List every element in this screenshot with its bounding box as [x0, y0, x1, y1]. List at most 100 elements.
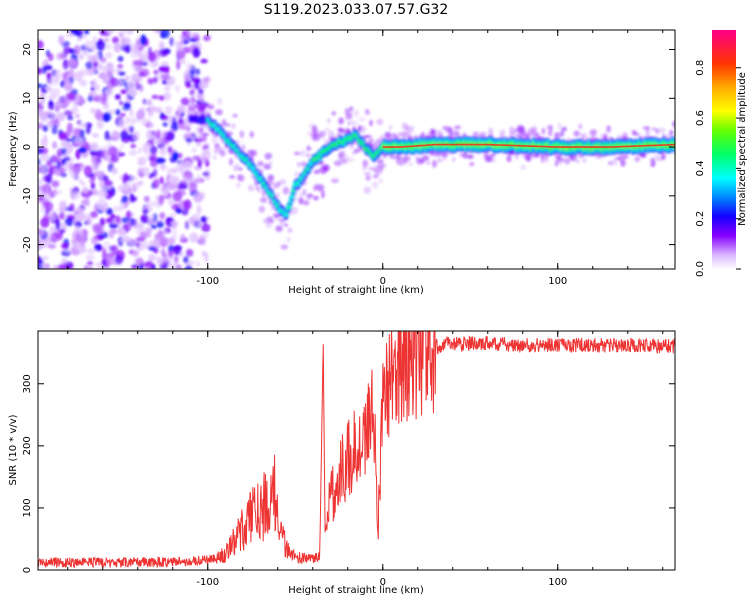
heatmap-cell: [105, 207, 114, 215]
heatmap-cell: [52, 264, 59, 269]
heatmap-cell: [362, 167, 368, 171]
heatmap-cell: [148, 214, 153, 225]
heatmap-cell: [354, 148, 359, 154]
heatmap-cell: [531, 126, 538, 132]
heatmap-cell: [101, 149, 110, 161]
heatmap-cell: [191, 77, 201, 83]
heatmap-cell: [381, 163, 387, 167]
heatmap-cell: [38, 177, 43, 187]
heatmap-cell: [140, 214, 149, 224]
heatmap-cell: [358, 117, 366, 122]
heatmap-cell: [200, 58, 208, 64]
heatmap-cell: [38, 83, 43, 89]
heatmap-cell: [642, 126, 651, 130]
heatmap-cell: [506, 154, 512, 163]
heatmap-cell: [426, 160, 430, 166]
heatmap-cell: [148, 246, 158, 251]
heatmap-cell: [97, 170, 104, 178]
heatmap-cell: [104, 130, 110, 141]
heatmap-cell: [148, 253, 155, 262]
heatmap-cell: [177, 104, 186, 114]
heatmap-cell: [229, 157, 233, 166]
heatmap-cell: [192, 155, 201, 161]
heatmap-cell: [622, 132, 628, 140]
colorbar-ticks: 0.0 0.2 0.4 0.6 0.8: [695, 60, 741, 277]
heatmap-cell: [38, 147, 44, 155]
heatmap-cell: [203, 34, 211, 42]
heatmap-cell: [121, 236, 132, 243]
heatmap-cell: [121, 195, 129, 203]
heatmap-cell: [327, 130, 335, 139]
heatmap-cell: [166, 133, 172, 139]
heatmap-cell: [158, 65, 169, 73]
heatmap-cell: [46, 72, 52, 80]
heatmap-cell: [44, 201, 54, 212]
heatmap-cell: [143, 195, 150, 203]
heatmap-cell: [160, 61, 169, 66]
heatmap-cell: [235, 182, 241, 188]
heatmap-cell: [631, 129, 637, 135]
heatmap-cell: [41, 262, 47, 269]
heatmap-cell: [556, 156, 562, 160]
heatmap-cell: [110, 154, 120, 163]
heatmap-cell: [78, 178, 83, 184]
heatmap-cell: [40, 153, 50, 162]
heatmap-cell: [131, 176, 138, 181]
heatmap-cell: [131, 250, 140, 257]
heatmap-cell: [48, 76, 58, 86]
heatmap-cell: [302, 188, 307, 197]
heatmap-cell: [214, 147, 218, 154]
heatmap-cell: [130, 143, 137, 149]
heatmap-cell: [67, 93, 76, 101]
heatmap-cell: [162, 122, 169, 127]
heatmap-cell: [328, 137, 333, 141]
heatmap-cell: [38, 157, 41, 167]
heatmap-cell: [197, 159, 202, 168]
heatmap-cell: [122, 172, 129, 184]
heatmap-cell: [365, 175, 371, 181]
heatmap-cell: [87, 54, 94, 62]
heatmap-cell: [91, 133, 100, 138]
heatmap-cell: [72, 218, 77, 224]
heatmap-cell: [287, 227, 293, 233]
heatmap-cell: [198, 87, 204, 94]
heatmap-cell: [149, 105, 157, 113]
heatmap-cell: [185, 248, 194, 258]
heatmap-cell: [404, 155, 411, 162]
heatmap-cell: [312, 127, 319, 136]
heatmap-cell: [105, 217, 112, 224]
heatmap-cell: [153, 239, 162, 249]
heatmap-cell: [634, 156, 641, 162]
heatmap-cell: [371, 180, 379, 189]
heatmap-cell: [133, 218, 138, 230]
heatmap-cell: [249, 131, 254, 138]
heatmap-cell: [171, 151, 179, 161]
heatmap-cell: [318, 130, 325, 136]
heatmap-cell: [306, 144, 311, 152]
heatmap-cell: [573, 130, 580, 137]
heatmap-cell: [173, 255, 179, 264]
heatmap-cell: [137, 146, 143, 154]
heatmap-ridge-core: [382, 143, 675, 148]
heatmap-cell: [39, 111, 48, 122]
heatmap-cell: [38, 235, 43, 247]
heatmap-cell: [431, 129, 436, 135]
heatmap-cell: [120, 36, 126, 47]
colorbar-tick-label: 0.6: [695, 110, 706, 126]
heatmap-cell: [84, 30, 90, 35]
heatmap-cell: [160, 184, 170, 194]
colorbar-tick-label: 0.4: [695, 160, 706, 176]
heatmap-cell: [98, 72, 107, 79]
heatmap-cell: [541, 127, 546, 135]
heatmap-cell: [179, 237, 189, 243]
heatmap-cell: [368, 138, 374, 143]
heatmap-cell: [293, 151, 302, 155]
heatmap-cell: [86, 69, 95, 76]
heatmap-cell: [64, 160, 74, 171]
heatmap-cell: [140, 34, 147, 46]
heatmap-cell: [147, 99, 153, 106]
heatmap-cell: [86, 265, 94, 269]
heatmap-cell: [115, 110, 120, 116]
heatmap-cell: [140, 68, 150, 77]
heatmap-cell: [152, 168, 158, 178]
